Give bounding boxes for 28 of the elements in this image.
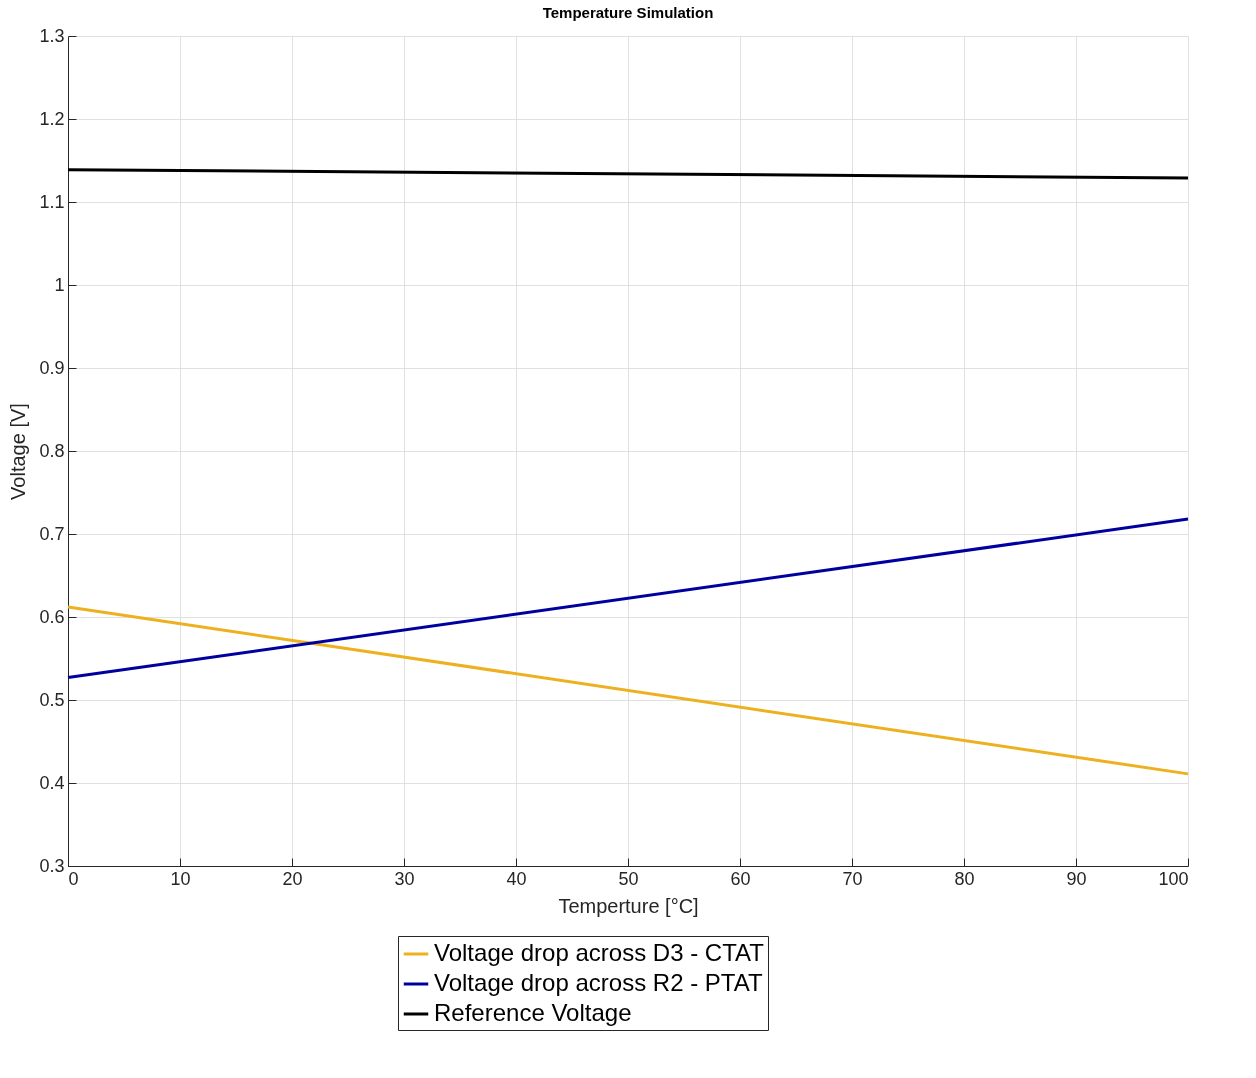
y-tick-label: 0.7 <box>39 523 65 544</box>
x-tick-label: 50 <box>618 868 639 889</box>
x-tick-label: 10 <box>170 868 191 889</box>
x-tick-label: 30 <box>394 868 415 889</box>
y-tick-label: 0.9 <box>39 357 65 378</box>
y-tick-label: 1.1 <box>39 191 65 212</box>
x-tick-label: 90 <box>1066 868 1087 889</box>
x-tick-label: 20 <box>282 868 303 889</box>
legend-label: Voltage drop across D3 - CTAT <box>434 939 765 966</box>
x-tick-label: 40 <box>506 868 527 889</box>
y-tick-label: 1 <box>54 274 65 295</box>
x-tick-label: 70 <box>842 868 863 889</box>
y-tick-label: 0.4 <box>39 772 65 793</box>
x-tick-label: 60 <box>730 868 751 889</box>
y-axis-title: Voltage [V] <box>7 403 30 500</box>
x-tick-label: 0 <box>68 868 79 889</box>
y-tick-label: 0.3 <box>39 855 65 876</box>
y-tick-label: 0.5 <box>39 689 65 710</box>
x-tick-label: 100 <box>1158 868 1189 889</box>
y-tick-label: 0.8 <box>39 440 65 461</box>
legend-label: Voltage drop across R2 - PTAT <box>434 969 763 996</box>
x-axis-title: Temperture [°C] <box>558 894 699 917</box>
y-tick-label: 0.6 <box>39 606 65 627</box>
x-tick-label: 80 <box>954 868 975 889</box>
legend-label: Reference Voltage <box>434 999 632 1026</box>
y-tick-label: 1.3 <box>39 25 65 46</box>
chart-title: Temperature Simulation <box>542 4 714 21</box>
y-tick-label: 1.2 <box>39 108 65 129</box>
